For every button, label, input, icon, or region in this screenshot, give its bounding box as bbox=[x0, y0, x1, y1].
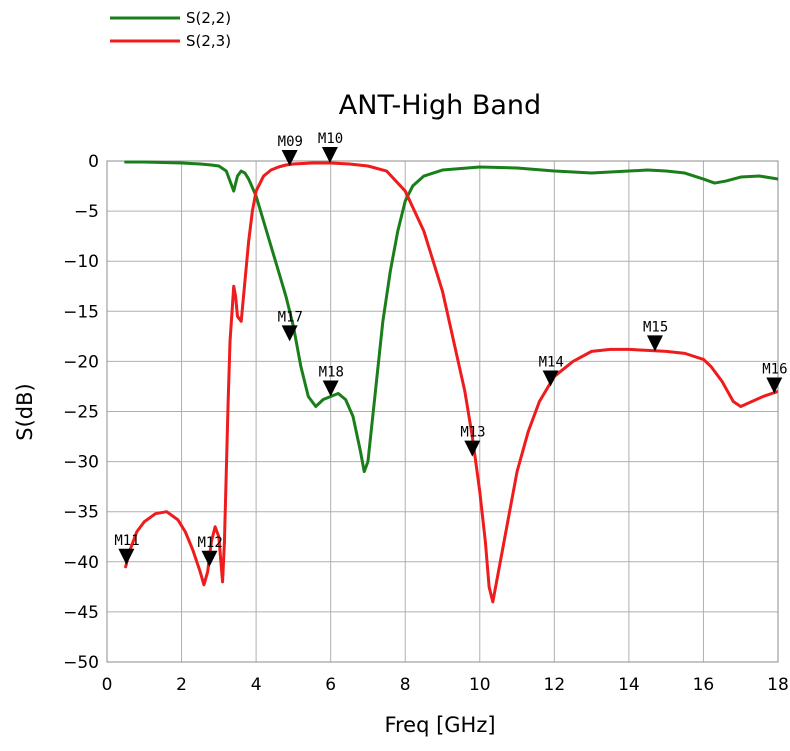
y-tick-label: −15 bbox=[63, 302, 99, 322]
marker-label: M17 bbox=[278, 309, 303, 325]
marker-triangle bbox=[542, 370, 559, 387]
marker-label: M18 bbox=[319, 364, 344, 380]
marker-label: M11 bbox=[114, 533, 139, 549]
y-tick-label: 0 bbox=[88, 152, 99, 172]
y-tick-label: −35 bbox=[63, 503, 99, 523]
chart-title: ANT-High Band bbox=[339, 90, 541, 121]
marker: M09 bbox=[278, 134, 303, 167]
x-tick-label: 12 bbox=[544, 675, 566, 695]
marker-triangle bbox=[281, 150, 298, 167]
series-line-2 bbox=[124, 161, 778, 604]
y-tick-label: −25 bbox=[63, 403, 99, 423]
x-tick-label: 2 bbox=[176, 675, 187, 695]
y-tick-label: −45 bbox=[63, 603, 99, 623]
marker-triangle bbox=[464, 440, 481, 457]
marker-triangle bbox=[766, 377, 783, 394]
marker: M16 bbox=[762, 361, 788, 394]
x-tick-label: 6 bbox=[325, 675, 336, 695]
marker-triangle bbox=[118, 548, 135, 565]
x-tick-label: 4 bbox=[251, 675, 262, 695]
grid bbox=[107, 161, 778, 662]
marker: M10 bbox=[318, 131, 343, 164]
y-tick-label: −40 bbox=[63, 553, 99, 573]
marker: M12 bbox=[198, 535, 223, 567]
y-tick-label: −20 bbox=[63, 352, 99, 372]
marker: M18 bbox=[319, 364, 344, 397]
series-line-1 bbox=[124, 160, 778, 474]
plot-frame bbox=[106, 160, 779, 663]
legend-label-1: S(2,2) bbox=[186, 9, 231, 27]
x-tick-label: 8 bbox=[400, 675, 411, 695]
marker-label: M10 bbox=[318, 131, 343, 147]
y-axis-ticks: 0 −5 −10 −15 −20 −25 −30 −35 −40 −45 −50 bbox=[63, 152, 99, 673]
x-axis-ticks: 0 2 4 6 8 10 12 14 16 18 bbox=[102, 675, 789, 695]
marker-label: M15 bbox=[643, 319, 668, 335]
x-tick-label: 18 bbox=[767, 675, 789, 695]
x-tick-label: 0 bbox=[102, 675, 113, 695]
x-tick-label: 14 bbox=[618, 675, 640, 695]
y-tick-label: −30 bbox=[63, 453, 99, 473]
marker-label: M13 bbox=[460, 425, 485, 441]
marker: M14 bbox=[539, 354, 564, 387]
y-tick-label: −10 bbox=[63, 252, 99, 272]
legend-label-2: S(2,3) bbox=[186, 32, 231, 50]
legend: S(2,2) S(2,3) bbox=[110, 9, 231, 50]
marker-triangle bbox=[322, 380, 339, 397]
marker-triangle bbox=[201, 550, 218, 567]
marker-label: M16 bbox=[762, 361, 787, 377]
y-axis-label: S(dB) bbox=[13, 383, 37, 440]
marker: M11 bbox=[114, 533, 140, 565]
marker-triangle bbox=[321, 147, 338, 164]
marker-triangle bbox=[281, 325, 298, 342]
x-tick-label: 16 bbox=[693, 675, 715, 695]
marker: M15 bbox=[643, 319, 668, 352]
marker-label: M14 bbox=[539, 354, 564, 370]
marker: M13 bbox=[460, 425, 486, 457]
y-tick-label: −50 bbox=[63, 653, 99, 673]
marker-label: M09 bbox=[278, 134, 303, 150]
series-lines bbox=[124, 160, 778, 604]
x-axis-label: Freq [GHz] bbox=[384, 713, 495, 737]
markers: M09 M10 M11 M12 M13 M14 M15 M16 M17 M18 bbox=[114, 131, 788, 567]
marker-label: M12 bbox=[198, 535, 223, 551]
plot-border bbox=[106, 160, 779, 663]
y-tick-label: −5 bbox=[74, 202, 99, 222]
marker: M17 bbox=[278, 309, 303, 342]
marker-triangle bbox=[646, 335, 663, 352]
x-tick-label: 10 bbox=[469, 675, 491, 695]
